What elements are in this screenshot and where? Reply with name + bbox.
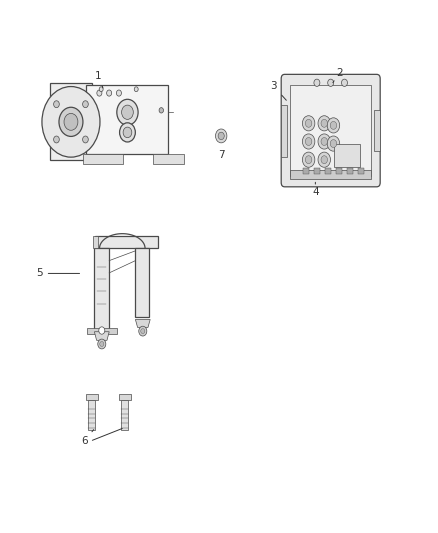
Circle shape — [53, 101, 59, 108]
Text: 7: 7 — [218, 150, 225, 159]
Circle shape — [302, 152, 315, 167]
Circle shape — [314, 79, 320, 86]
Circle shape — [123, 127, 132, 138]
Bar — [303, 168, 309, 174]
Bar — [281, 104, 287, 157]
Circle shape — [159, 108, 163, 113]
Circle shape — [100, 342, 104, 346]
Circle shape — [328, 79, 334, 86]
Text: 1: 1 — [95, 71, 103, 88]
Bar — [336, 168, 342, 174]
Bar — [87, 328, 117, 334]
Bar — [93, 236, 99, 248]
Bar — [325, 168, 331, 174]
Circle shape — [99, 87, 103, 92]
Bar — [314, 168, 320, 174]
Circle shape — [64, 114, 78, 130]
Circle shape — [305, 119, 312, 127]
Circle shape — [321, 138, 328, 146]
Circle shape — [318, 134, 331, 149]
Circle shape — [122, 105, 133, 119]
Circle shape — [106, 90, 112, 96]
Circle shape — [305, 138, 312, 146]
Text: 5: 5 — [36, 269, 80, 278]
Circle shape — [134, 87, 138, 92]
Bar — [83, 155, 123, 164]
Bar — [374, 110, 380, 151]
Circle shape — [42, 86, 100, 157]
Circle shape — [305, 156, 312, 164]
Bar — [50, 84, 92, 160]
Circle shape — [215, 129, 227, 143]
Circle shape — [117, 99, 138, 125]
Bar — [94, 248, 109, 332]
Circle shape — [83, 136, 88, 143]
Bar — [86, 85, 168, 155]
Circle shape — [330, 122, 337, 130]
Circle shape — [321, 119, 328, 127]
Bar — [153, 155, 184, 164]
Circle shape — [99, 327, 105, 334]
Circle shape — [120, 123, 135, 142]
Circle shape — [139, 326, 147, 336]
Circle shape — [302, 116, 315, 131]
FancyBboxPatch shape — [281, 74, 380, 187]
Circle shape — [321, 156, 328, 164]
Bar — [121, 400, 128, 430]
Bar — [95, 236, 158, 248]
Bar — [119, 394, 131, 400]
Bar — [135, 248, 149, 317]
Circle shape — [97, 90, 102, 96]
Polygon shape — [94, 332, 109, 340]
Bar — [88, 400, 95, 430]
Circle shape — [218, 132, 224, 140]
Circle shape — [327, 118, 340, 133]
Circle shape — [318, 116, 331, 131]
Text: 2: 2 — [333, 68, 343, 83]
Polygon shape — [135, 319, 150, 327]
Circle shape — [342, 79, 347, 86]
Circle shape — [83, 101, 88, 108]
Bar — [334, 144, 360, 167]
Bar — [358, 168, 364, 174]
Circle shape — [98, 339, 106, 349]
Text: 6: 6 — [81, 430, 94, 446]
Bar — [290, 170, 371, 179]
Circle shape — [302, 134, 315, 149]
Circle shape — [318, 152, 331, 167]
Text: 3: 3 — [270, 82, 286, 100]
Circle shape — [59, 107, 83, 136]
Circle shape — [327, 136, 340, 151]
Circle shape — [53, 136, 59, 143]
Bar — [86, 394, 98, 400]
Circle shape — [117, 90, 121, 96]
Circle shape — [330, 140, 337, 148]
Bar — [290, 85, 371, 176]
Text: 4: 4 — [312, 182, 319, 197]
Circle shape — [141, 329, 145, 334]
Bar — [347, 168, 353, 174]
